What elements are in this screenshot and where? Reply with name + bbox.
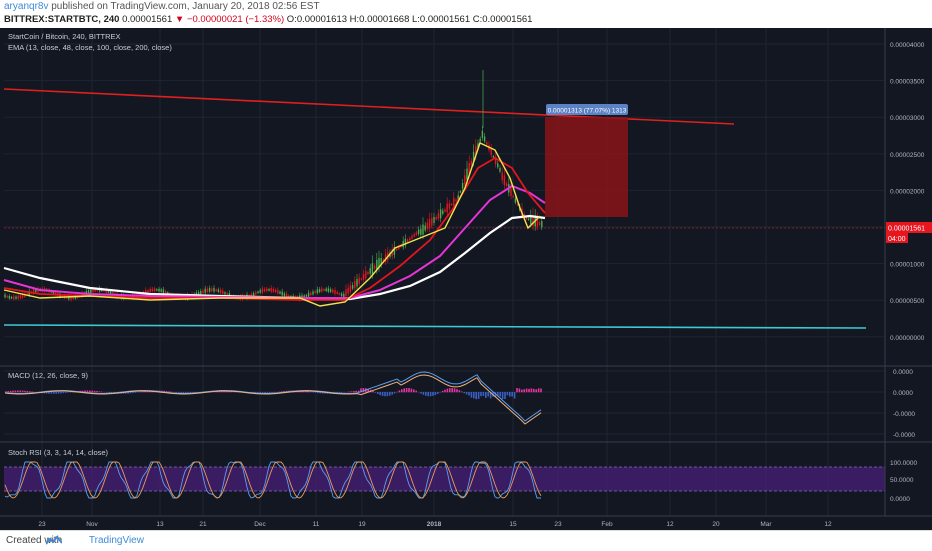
grid [4,28,885,516]
time-tick-label: 23 [554,521,562,528]
macd-tick-label: -0.0000 [893,411,915,418]
ema13-line [4,143,540,306]
time-tick-label: 20 [712,521,720,528]
ohlc-values: O:0.00001613 H:0.00001668 L:0.00001561 C… [287,14,533,25]
price-tick-label: 0.00004000 [890,42,925,49]
time-tick-label: 15 [509,521,517,528]
stoch-legend: Stoch RSI (3, 3, 14, 14, close) [8,448,109,457]
macd-legend: MACD (12, 26, close, 9) [8,371,89,380]
tradingview-link[interactable]: TradingView [89,535,144,546]
macd-tick-label: 0.0000 [893,369,913,376]
ema100-line [4,186,545,298]
support-line[interactable] [4,325,866,328]
time-tick-label: 2018 [427,521,442,528]
chart-canvas[interactable]: 0.00001313 (77.07%) 1313 StartCoin / Bit… [0,28,932,530]
stoch-tick-label: 100.0000 [890,460,917,467]
time-tick-label: 13 [156,521,164,528]
publish-info: published on TradingView.com, January 20… [51,1,319,12]
change-value: −0.00000021 (−1.33%) [187,14,284,25]
time-tick-label: 19 [358,521,366,528]
down-arrow-icon: ▼ [175,14,184,25]
tradingview-logo-icon [46,536,62,545]
publish-line: aryanqr8v published on TradingView.com, … [4,1,320,12]
price-tick-label: 0.00000500 [890,298,925,305]
time-tick-label: Feb [601,521,613,528]
time-tick-label: 21 [199,521,207,528]
time-tick-label: 11 [313,521,320,528]
last-price-label: 0.00001561 [888,226,925,233]
price-tick-label: 0.00002500 [890,152,925,159]
time-tick-label: Mar [760,521,772,528]
stoch-tick-label: 50.0000 [890,477,914,484]
time-tick-label: Dec [254,521,266,528]
time-tick-label: 23 [38,521,46,528]
measure-label: 0.00001313 (77.07%) 1313 [548,108,627,115]
stoch-tick-label: 0.0000 [890,496,910,503]
ema-legend: EMA (13, close, 48, close, 100, close, 2… [8,43,172,52]
countdown-label: 04:00 [888,236,906,243]
time-tick-label: Nov [86,521,98,528]
chart-title: StartCoin / Bitcoin, 240, BITTREX [8,32,121,41]
time-tick-label: 12 [824,521,832,528]
price-axis[interactable]: 0.00004000 0.00003500 0.00003000 0.00002500… [890,42,925,503]
publish-header: aryanqr8v published on TradingView.com, … [0,0,932,28]
price-tick-label: 0.00000000 [890,335,925,342]
created-with: Created with TradingView [6,535,144,546]
price-tick-label: 0.00001000 [890,262,925,269]
time-tick-label: 12 [666,521,674,528]
time-axis[interactable]: 23 Nov 13 21 Dec 11 19 2018 15 23 Feb 12 20 Mar 12 [38,521,832,528]
macd-tick-label: 0.0000 [893,390,913,397]
author-link[interactable]: aryanqr8v [4,1,48,12]
price-tick-label: 0.00002000 [890,188,925,195]
stoch-band [4,467,885,491]
chart-area[interactable]: 0.00001313 (77.07%) 1313 StartCoin / Bit… [0,28,932,530]
footer: Created with TradingView [0,530,932,551]
measure-box[interactable] [545,117,628,217]
symbol-label: BITTREX:STARTBTC, 240 [4,14,119,25]
macd-tick-label: -0.0000 [893,432,915,439]
price-tick-label: 0.00003500 [890,79,925,86]
candles [4,70,542,301]
price-tick-label: 0.00003000 [890,115,925,122]
price-value: 0.00001561 [122,14,172,25]
symbol-line: BITTREX:STARTBTC, 240 0.00001561 ▼ −0.00… [4,14,532,25]
signal-line [5,375,541,424]
